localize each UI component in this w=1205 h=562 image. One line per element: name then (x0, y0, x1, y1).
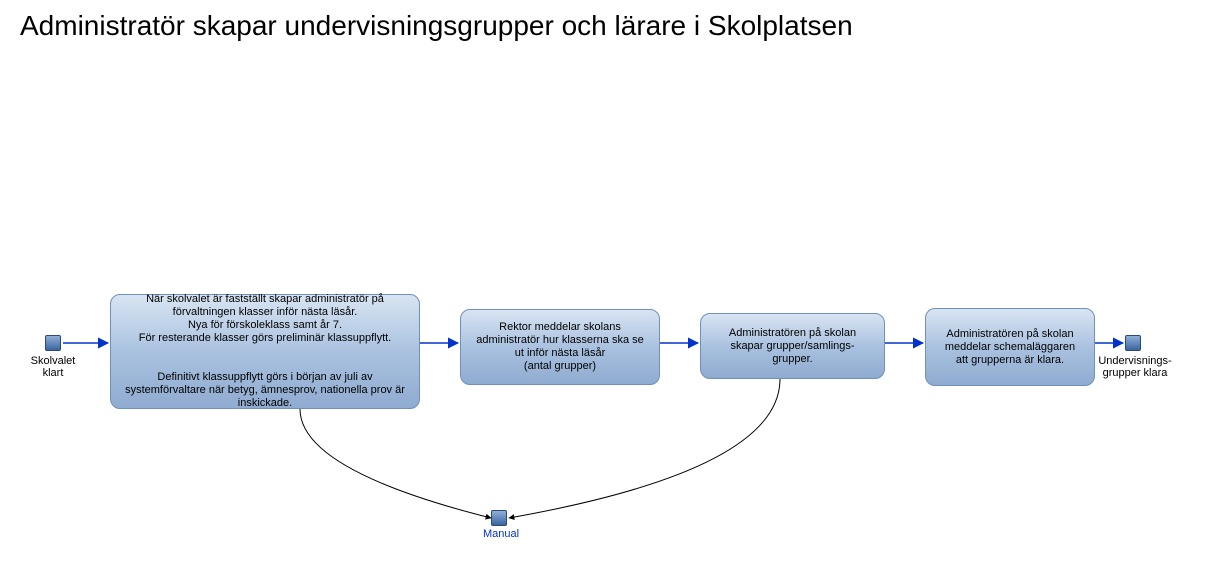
page-title: Administratör skapar undervisningsgruppe… (20, 10, 853, 42)
process-node-3: Administratören på skolan skapar grupper… (700, 313, 885, 379)
end-event (1125, 335, 1141, 351)
edges-svg (0, 0, 1205, 562)
start-event (45, 335, 61, 351)
process-node-2: Rektor meddelar skolans administratör hu… (460, 309, 660, 385)
end-event-label: Undervisnings-grupper klara (1090, 355, 1180, 379)
manual-event-label: Manual (478, 528, 524, 540)
process-node-4: Administratören på skolan meddelar schem… (925, 308, 1095, 386)
process-node-1: När skolvalet är fastställt skapar admin… (110, 294, 420, 409)
manual-event (491, 510, 507, 526)
start-event-label: Skolvaletklart (22, 355, 84, 379)
